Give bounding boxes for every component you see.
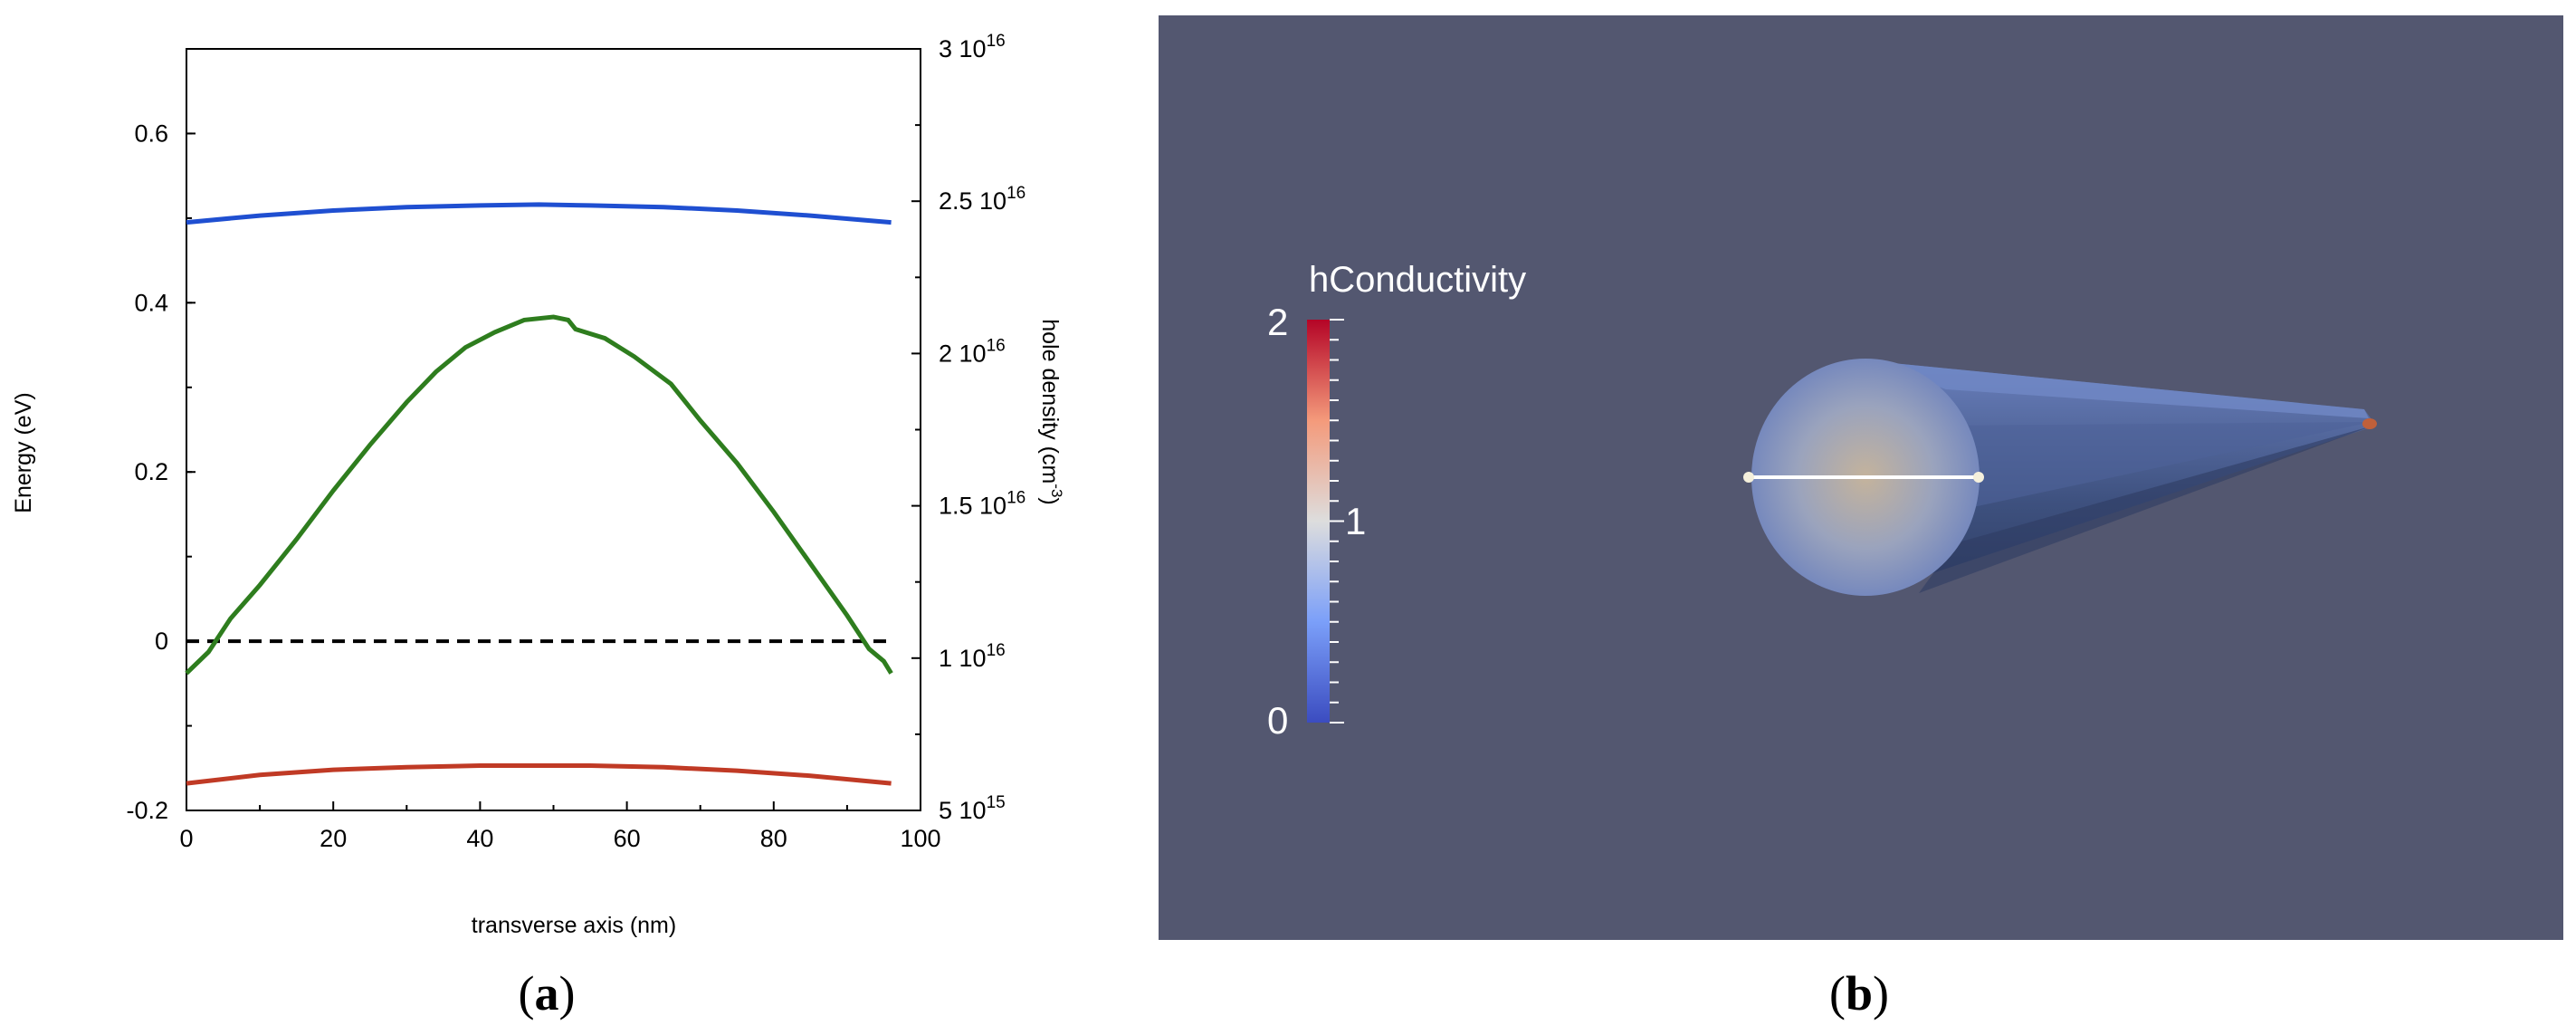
y2-tick-label: 1 1016	[939, 641, 1006, 672]
y2-tick-exponent: 16	[987, 641, 1006, 660]
y-axis-ticks: -0.2 0 0.2 0.4 0.6	[126, 48, 196, 824]
x-axis-ticks: 0 20 40 60 80 100	[179, 801, 941, 852]
y2-tick-label: 1.5 1016	[939, 489, 1026, 520]
y2-tick-mantissa: 1 10	[939, 645, 987, 672]
colorbar-tick-2: 2	[1267, 301, 1288, 343]
y2-tick-exponent: 16	[987, 32, 1006, 51]
y-tick-label: 0.2	[134, 458, 168, 485]
caption-b-close: )	[1873, 966, 1889, 1021]
plot-area	[185, 202, 893, 786]
colorbar-title: hConductivity	[1309, 260, 1526, 300]
colorbar-ticks	[1330, 319, 1344, 724]
y-tick-label: 0	[155, 628, 168, 655]
y2-axis-label-main: hole density (cm	[1037, 319, 1063, 484]
y2-tick-exponent: 16	[1007, 184, 1026, 203]
caption-a-open: (	[519, 966, 535, 1021]
y2-tick-exponent: 16	[987, 336, 1006, 355]
series-line-1	[186, 763, 892, 786]
x-tick-label: 60	[614, 825, 641, 852]
x-axis-label: transverse axis (nm)	[472, 913, 676, 938]
y2-tick-mantissa: 2.5 10	[939, 187, 1007, 215]
x-tick-label: 40	[466, 825, 493, 852]
y2-tick-mantissa: 1.5 10	[939, 493, 1007, 520]
y2-axis-label-close: )	[1037, 497, 1063, 504]
caption-b: (b)	[1829, 966, 1889, 1021]
y2-tick-exponent: 15	[987, 793, 1006, 812]
y2-tick-label: 2.5 1016	[939, 184, 1026, 215]
series-line-0	[186, 202, 892, 225]
caption-a-close: )	[559, 966, 576, 1021]
plot-frame	[186, 48, 921, 811]
panel-b-render: hConductivity 2 1 0	[1159, 15, 2563, 940]
y2-tick-label: 2 1016	[939, 336, 1006, 367]
y-tick-label: 0.6	[134, 120, 168, 147]
y-axis-label: Energy (eV)	[11, 392, 36, 513]
y2-tick-mantissa: 2 10	[939, 340, 987, 367]
colorbar-tick-1: 1	[1345, 500, 1366, 542]
y-tick-label: -0.2	[126, 797, 168, 824]
caption-b-letter: b	[1846, 966, 1873, 1021]
y2-tick-label: 3 1016	[939, 32, 1006, 62]
x-tick-label: 0	[179, 825, 193, 852]
colorbar-tick-0: 0	[1267, 699, 1288, 742]
y-tick-label: 0.4	[134, 289, 168, 316]
x-tick-label: 100	[900, 825, 940, 852]
series-line-3	[185, 314, 893, 676]
caption-a: (a)	[519, 966, 576, 1021]
y2-axis-label-exp: -3	[1048, 484, 1065, 497]
colorbar	[1307, 320, 1330, 723]
x-tick-label: 20	[320, 825, 347, 852]
nanowire-tip	[2362, 418, 2377, 429]
probe-endpoint-right	[1973, 472, 1984, 483]
y2-axis-label: hole density (cm-3)	[1037, 319, 1065, 504]
nanowire-cone-shade-2	[1919, 426, 2373, 593]
nanowire-cone-shade-1	[1946, 422, 2371, 507]
y2-tick-mantissa: 3 10	[939, 35, 987, 62]
caption-a-letter: a	[535, 966, 559, 1021]
x-tick-label: 80	[760, 825, 787, 852]
y2-tick-exponent: 16	[1007, 489, 1026, 508]
caption-b-open: (	[1829, 966, 1846, 1021]
probe-endpoint-left	[1743, 472, 1754, 483]
y2-tick-mantissa: 5 10	[939, 797, 987, 824]
y2-tick-label: 5 1015	[939, 793, 1006, 824]
nanowire-cone-top-facet	[1865, 360, 2369, 418]
